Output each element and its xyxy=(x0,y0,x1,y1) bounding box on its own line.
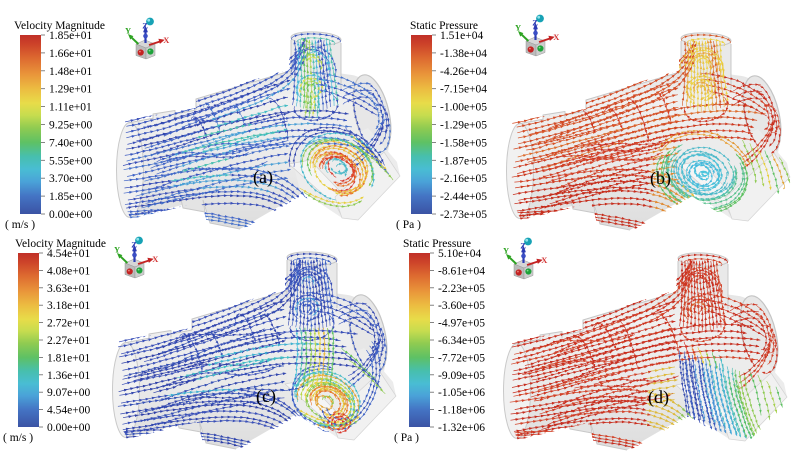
svg-text:Z: Z xyxy=(532,18,538,28)
svg-text:-2.23e+05: -2.23e+05 xyxy=(438,283,485,295)
svg-text:2.72e+01: 2.72e+01 xyxy=(47,318,90,330)
svg-text:1.36e+01: 1.36e+01 xyxy=(47,370,90,382)
svg-text:-1.58e+05: -1.58e+05 xyxy=(440,137,487,149)
svg-text:-9.09e+05: -9.09e+05 xyxy=(438,370,485,382)
svg-text:-1.38e+04: -1.38e+04 xyxy=(440,48,487,60)
svg-text:-8.61e+04: -8.61e+04 xyxy=(438,265,485,277)
svg-text:(b): (b) xyxy=(650,168,671,189)
svg-text:1.85e+00: 1.85e+00 xyxy=(49,191,92,203)
svg-text:-2.16e+05: -2.16e+05 xyxy=(440,173,487,185)
svg-text:X: X xyxy=(163,35,170,45)
svg-text:-7.72e+05: -7.72e+05 xyxy=(438,352,485,364)
svg-text:9.25e+00: 9.25e+00 xyxy=(49,120,92,132)
svg-text:0.00e+00: 0.00e+00 xyxy=(47,422,90,434)
svg-text:-1.05e+06: -1.05e+06 xyxy=(438,387,485,399)
svg-text:(d): (d) xyxy=(648,387,669,408)
svg-text:( Pa ): ( Pa ) xyxy=(394,432,419,444)
svg-text:1.66e+01: 1.66e+01 xyxy=(49,48,92,60)
svg-text:1.85e+01: 1.85e+01 xyxy=(49,30,92,42)
svg-text:(c): (c) xyxy=(256,386,276,407)
svg-text:5.10e+04: 5.10e+04 xyxy=(438,248,481,260)
svg-text:-1.87e+05: -1.87e+05 xyxy=(440,155,487,167)
svg-text:-1.29e+05: -1.29e+05 xyxy=(440,120,487,132)
svg-text:(a): (a) xyxy=(253,167,273,188)
svg-text:7.40e+00: 7.40e+00 xyxy=(49,137,92,149)
svg-text:X: X xyxy=(152,254,159,264)
svg-text:( Pa ): ( Pa ) xyxy=(396,219,421,231)
svg-text:2.27e+01: 2.27e+01 xyxy=(47,335,90,347)
svg-text:( m/s ): ( m/s ) xyxy=(5,219,35,231)
svg-text:Y: Y xyxy=(125,26,131,36)
svg-text:Y: Y xyxy=(515,23,521,33)
svg-text:-4.26e+04: -4.26e+04 xyxy=(440,66,487,78)
svg-text:4.54e+00: 4.54e+00 xyxy=(47,405,90,417)
svg-text:1.29e+01: 1.29e+01 xyxy=(49,84,92,96)
svg-text:-3.60e+05: -3.60e+05 xyxy=(438,300,485,312)
svg-text:3.63e+01: 3.63e+01 xyxy=(47,283,90,295)
svg-text:-1.18e+06: -1.18e+06 xyxy=(438,405,485,417)
svg-text:-1.32e+06: -1.32e+06 xyxy=(438,422,485,434)
svg-text:Z: Z xyxy=(520,241,526,251)
svg-text:3.18e+01: 3.18e+01 xyxy=(47,300,90,312)
svg-text:Velocity Magnitude: Velocity Magnitude xyxy=(15,238,106,250)
svg-text:X: X xyxy=(553,32,560,42)
svg-text:-1.00e+05: -1.00e+05 xyxy=(440,102,487,114)
svg-text:0.00e+00: 0.00e+00 xyxy=(49,209,92,221)
svg-text:-4.97e+05: -4.97e+05 xyxy=(438,318,485,330)
svg-text:9.07e+00: 9.07e+00 xyxy=(47,387,90,399)
svg-text:4.54e+01: 4.54e+01 xyxy=(47,248,90,260)
svg-text:-6.34e+05: -6.34e+05 xyxy=(438,335,485,347)
svg-text:Static Pressure: Static Pressure xyxy=(410,20,478,32)
svg-text:Z: Z xyxy=(131,240,137,250)
svg-text:3.70e+00: 3.70e+00 xyxy=(49,173,92,185)
svg-text:-2.73e+05: -2.73e+05 xyxy=(440,209,487,221)
svg-text:1.51e+04: 1.51e+04 xyxy=(440,30,483,42)
svg-text:1.81e+01: 1.81e+01 xyxy=(47,352,90,364)
svg-text:1.48e+01: 1.48e+01 xyxy=(49,66,92,78)
svg-text:Velocity Magnitude: Velocity Magnitude xyxy=(14,20,105,32)
svg-text:4.08e+01: 4.08e+01 xyxy=(47,265,90,277)
svg-text:( m/s ): ( m/s ) xyxy=(3,432,33,444)
svg-text:1.11e+01: 1.11e+01 xyxy=(49,102,92,114)
svg-text:-7.15e+04: -7.15e+04 xyxy=(440,84,487,96)
svg-text:5.55e+00: 5.55e+00 xyxy=(49,155,92,167)
svg-text:X: X xyxy=(541,255,548,265)
svg-text:-2.44e+05: -2.44e+05 xyxy=(440,191,487,203)
svg-text:Y: Y xyxy=(114,245,120,255)
svg-text:Y: Y xyxy=(503,246,509,256)
svg-text:Static Pressure: Static Pressure xyxy=(403,238,471,250)
svg-text:Z: Z xyxy=(142,21,148,31)
